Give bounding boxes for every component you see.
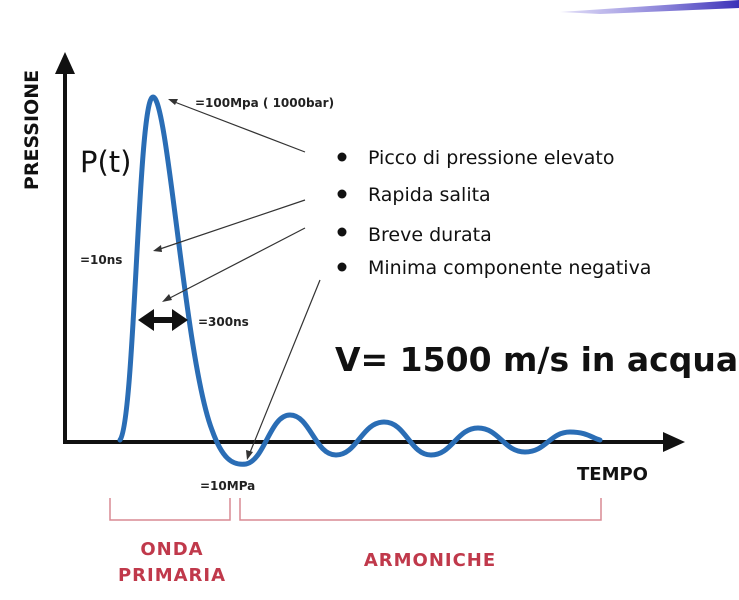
double-arrow	[138, 309, 188, 331]
x-axis-label: TEMPO	[577, 464, 648, 485]
bullet-text: Breve durata	[368, 224, 492, 246]
corner-decoration	[560, 0, 739, 14]
phase-label: ONDA	[140, 539, 203, 560]
y-axis-label: PRESSIONE	[21, 70, 43, 190]
pointers	[153, 99, 321, 460]
annotation: =100Mpa ( 1000bar)	[195, 96, 334, 110]
bullet-text: Rapida salita	[368, 184, 491, 206]
annotation: =300ns	[198, 315, 249, 329]
bullet-dots	[337, 152, 347, 272]
phase-label: ARMONICHE	[364, 550, 496, 571]
function-label: P(t)	[80, 145, 132, 179]
speed-label: V= 1500 m/s in acqua	[335, 340, 738, 379]
phase-label: PRIMARIA	[118, 565, 226, 586]
annotation: =10ns	[80, 253, 122, 267]
annotation: =10MPa	[200, 479, 255, 493]
brackets	[109, 498, 602, 521]
pressure-wave	[117, 94, 603, 467]
axes	[55, 52, 685, 452]
bullet-text: Minima componente negativa	[368, 257, 651, 279]
bullet-text: Picco di pressione elevato	[368, 147, 615, 169]
